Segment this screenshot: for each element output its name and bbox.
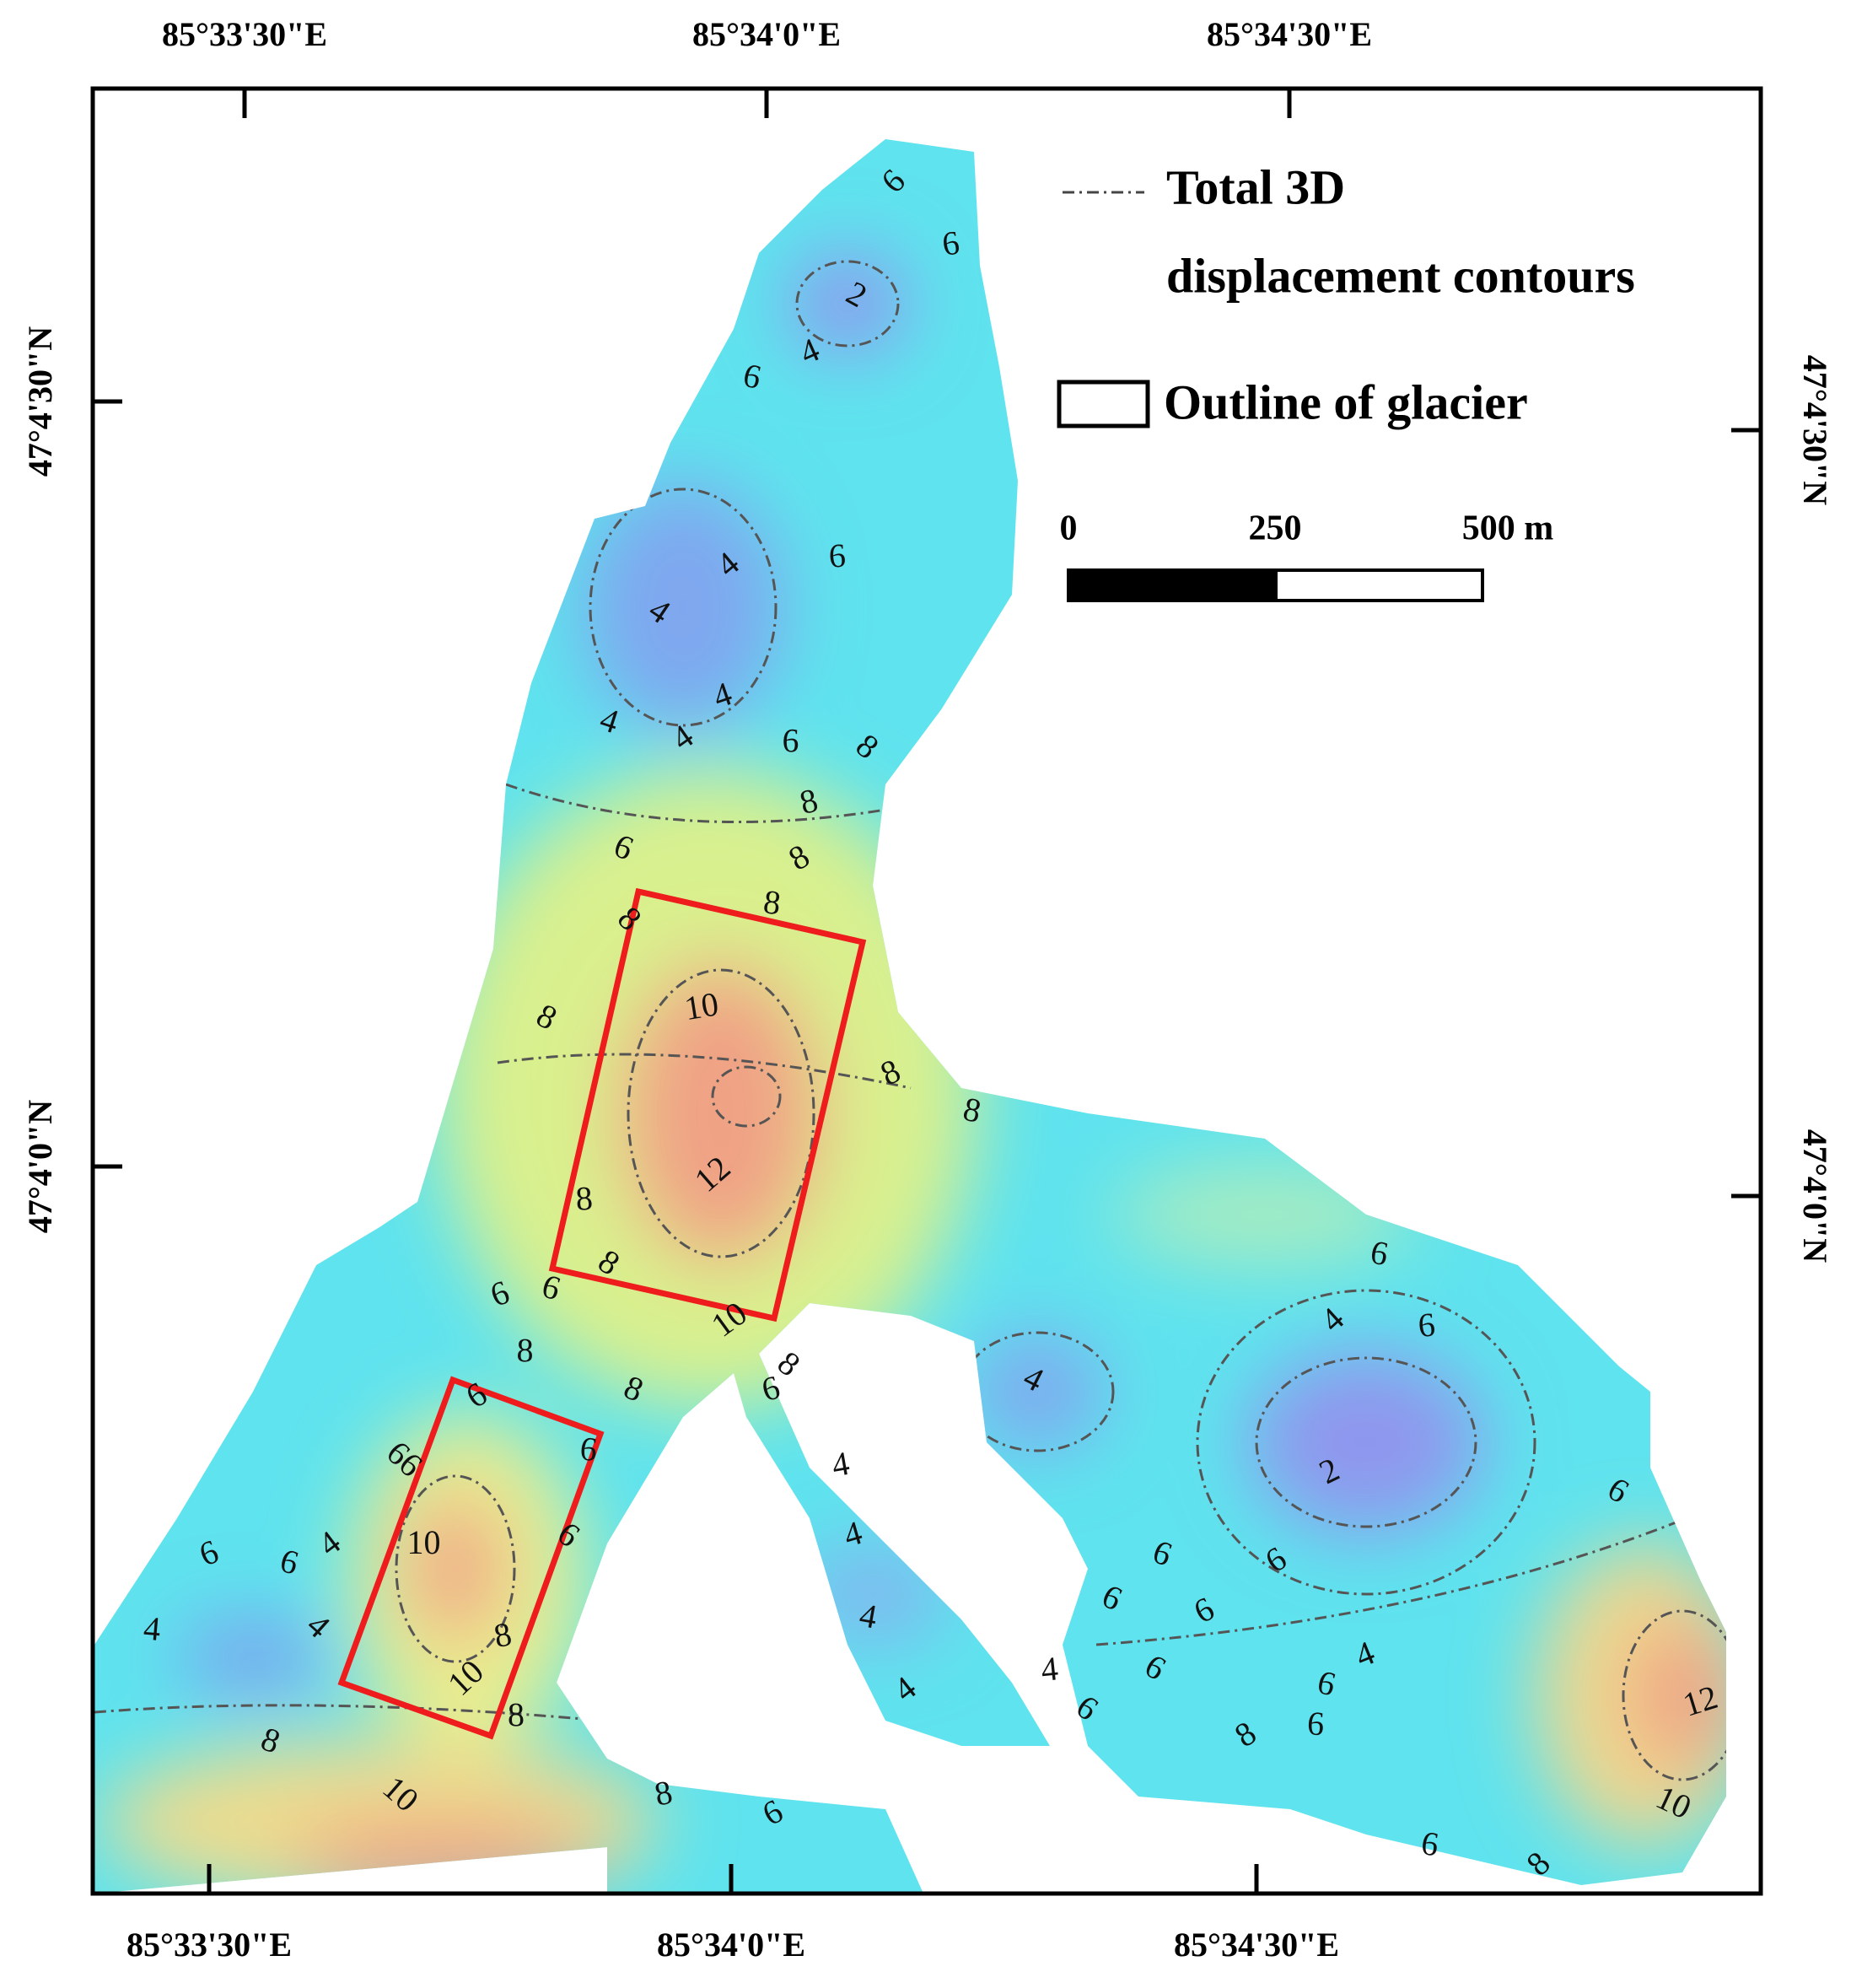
bottom-coordinate-label: 85°33'30"E: [126, 1926, 292, 1964]
contour-label: 8: [508, 1695, 525, 1733]
legend-label: Total 3D: [1166, 159, 1345, 214]
scale-label: 500 m: [1462, 509, 1554, 548]
glacier-outline: [337, 1376, 605, 1740]
contour-label: 6: [1306, 1704, 1326, 1743]
glacier-outline: [548, 887, 867, 1323]
left-coordinate-label: 47°4'0"N: [21, 1100, 59, 1233]
right-coordinate-label: 47°4'30"N: [1796, 355, 1834, 505]
contour-label: 6: [828, 536, 847, 575]
legend-label: displacement contours: [1166, 248, 1635, 303]
contour-label: 4: [1039, 1649, 1060, 1689]
contour-label: 6: [578, 1429, 600, 1468]
scale-label: 0: [1060, 509, 1078, 548]
bottom-coordinate-label: 85°34'30"E: [1174, 1926, 1339, 1964]
contour-label: 6: [782, 721, 800, 760]
scale-bar: 0 250 500 m: [1060, 509, 1554, 602]
top-coordinate-label: 85°34'30"E: [1207, 15, 1372, 53]
bottom-coordinate-label: 85°34'0"E: [657, 1926, 805, 1964]
contour-label: 8: [516, 1331, 534, 1369]
contour-label: 4: [829, 1444, 853, 1484]
scale-label: 250: [1249, 509, 1302, 548]
legend-label: Outline of glacier: [1164, 374, 1528, 429]
scale-bar-fill: [1068, 570, 1278, 601]
graticule: 85°33'30"E 85°34'0"E 85°34'30"E 85°33'30"E 8…: [21, 15, 1834, 1964]
map-frame: [90, 86, 1763, 1896]
legend: Total 3D displacement contours Outline o…: [1057, 159, 1635, 429]
right-coordinate-label: 47°4'0"N: [1796, 1129, 1834, 1263]
legend-outline-swatch: [1057, 380, 1150, 428]
contour-label: 6: [1417, 1305, 1437, 1344]
left-coordinate-label: 47°4'30"N: [21, 326, 59, 477]
top-coordinate-label: 85°34'0"E: [692, 15, 841, 53]
contour-label: 4: [142, 1608, 162, 1648]
contour-label: 10: [407, 1523, 441, 1561]
contour-label: 10: [682, 984, 722, 1027]
top-coordinate-label: 85°33'30"E: [162, 15, 327, 53]
contour-label: 8: [574, 1179, 594, 1218]
